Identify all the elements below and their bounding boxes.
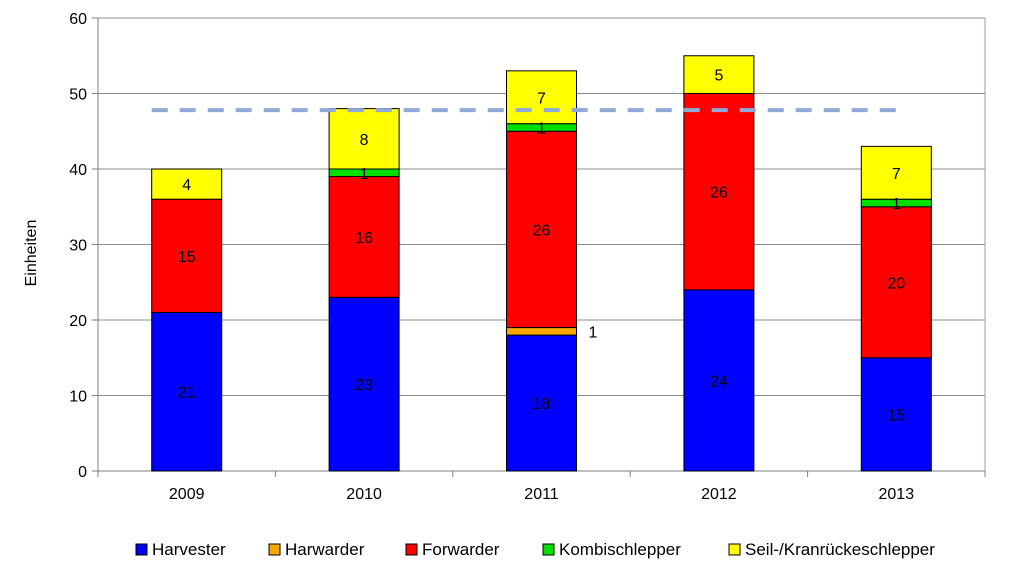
bar-segment (151, 311, 223, 472)
x-tick-label: 2011 (524, 486, 559, 503)
legend-swatch (728, 543, 741, 556)
y-tick-label: 40 (69, 162, 87, 179)
x-axis-ticks: 2009 2010 2011 2012 2013 (97, 471, 986, 503)
legend-label: Harwarder (285, 540, 365, 559)
bar-value-label: 8 (360, 132, 369, 149)
x-tick-label: 2010 (346, 486, 382, 503)
bar-segment (860, 357, 932, 472)
bar-segment (506, 130, 577, 329)
bar-value-label: 26 (533, 222, 551, 239)
bar-segment (860, 145, 932, 200)
bar-segment (683, 93, 755, 291)
y-tick-label: 10 (69, 389, 87, 406)
bar-value-label: 15 (178, 249, 196, 266)
bar-value-label: 1 (537, 120, 546, 137)
y-tick-label: 50 (69, 87, 87, 104)
bar-value-label: 16 (355, 230, 373, 247)
bar-segment (328, 176, 400, 298)
bar-value-label: 21 (178, 385, 196, 402)
bar-segment (860, 206, 932, 359)
bar-value-label: 1 (360, 166, 369, 183)
bar-value-label: 24 (710, 373, 728, 390)
bar-value-label: 18 (533, 396, 551, 413)
x-tick-label: 2012 (701, 486, 737, 503)
y-tick-label: 0 (78, 464, 87, 481)
y-axis-ticks: 0 10 20 30 40 50 60 (69, 11, 98, 481)
y-tick-label: 60 (69, 11, 87, 28)
legend-swatch (268, 543, 281, 556)
bar-segment (506, 327, 577, 336)
x-tick-label: 2009 (169, 486, 205, 503)
y-axis-label: Einheiten (23, 220, 40, 287)
bar-value-label: 15 (887, 407, 905, 424)
legend-swatch (135, 543, 148, 556)
legend-label: Kombischlepper (559, 540, 681, 559)
y-tick-label: 20 (69, 313, 87, 330)
bar-segment (506, 334, 577, 472)
bar-value-label: 26 (710, 185, 728, 202)
bar-value-label: 20 (887, 275, 905, 292)
bar-value-label: 7 (537, 90, 546, 107)
legend-label: Harvester (152, 540, 226, 559)
bar-segment (328, 296, 400, 472)
bar-segment (328, 108, 400, 170)
legend-label: Forwarder (422, 540, 500, 559)
x-tick-label: 2013 (879, 486, 915, 503)
legend: Harvester Harwarder Forwarder Kombischleppe… (135, 540, 935, 559)
bar-segment (151, 168, 223, 200)
legend-swatch (542, 543, 555, 556)
bar-value-label: 1 (589, 324, 598, 341)
y-tick-label: 30 (69, 238, 87, 255)
bar-segment (683, 55, 755, 94)
bar-value-label: 23 (355, 377, 373, 394)
legend-swatch (405, 543, 418, 556)
legend-label: Seil-/Kranrückeschlepper (745, 540, 935, 559)
bar-value-label: 7 (892, 166, 901, 183)
bar-value-label: 1 (892, 196, 901, 213)
bar-value-label: 5 (714, 68, 723, 85)
bar-segment (151, 198, 223, 313)
bars (151, 55, 932, 472)
bar-value-label: 4 (182, 177, 191, 194)
bar-segment (506, 70, 577, 125)
bar-segment (683, 289, 755, 472)
